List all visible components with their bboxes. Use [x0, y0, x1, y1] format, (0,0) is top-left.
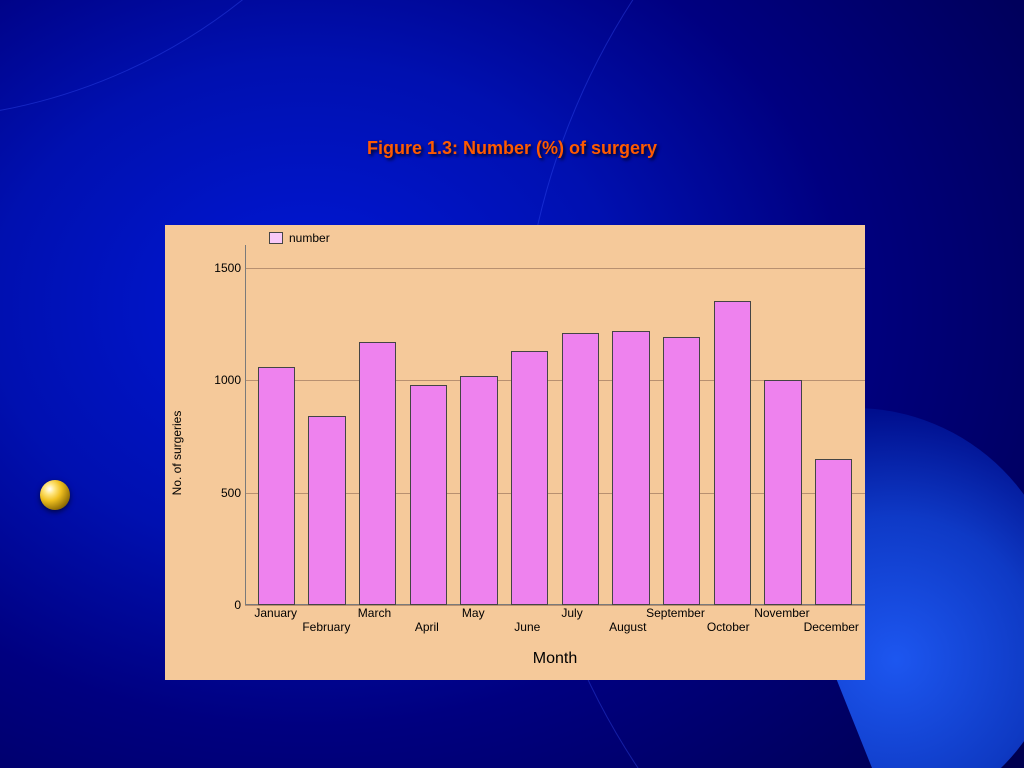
bar-slot — [758, 245, 809, 605]
y-tick: 1000 — [205, 373, 241, 387]
x-category-label — [810, 606, 859, 620]
bar-slot — [251, 245, 302, 605]
chart-legend: number — [269, 231, 330, 245]
decorative-arc — [0, 0, 450, 120]
x-category-label — [597, 606, 646, 620]
x-category-label — [399, 606, 448, 620]
plot-area — [245, 245, 865, 605]
bar — [460, 376, 497, 606]
legend-label: number — [289, 231, 330, 245]
bar — [764, 380, 801, 605]
y-tick: 500 — [205, 486, 241, 500]
x-category-label: November — [754, 606, 809, 620]
x-category-label: March — [350, 606, 399, 620]
slide-title: Figure 1.3: Number (%) of surgery — [0, 138, 1024, 159]
bar — [612, 331, 649, 606]
x-category-label — [498, 606, 547, 620]
bar-group — [245, 245, 865, 605]
bar — [511, 351, 548, 605]
bar-slot — [352, 245, 403, 605]
bar — [410, 385, 447, 606]
bar — [562, 333, 599, 605]
bar-slot — [302, 245, 353, 605]
y-tick: 0 — [205, 598, 241, 612]
bar — [258, 367, 295, 606]
chart-panel: number No. of surgeries 0 500 1000 1500 Jan… — [165, 225, 865, 680]
x-labels: January March May July September November Febr… — [245, 606, 865, 638]
x-category-label: July — [547, 606, 596, 620]
x-category-label — [552, 620, 602, 634]
bar-slot — [606, 245, 657, 605]
x-category-label — [452, 620, 502, 634]
x-category-label — [300, 606, 349, 620]
bullet-icon — [40, 480, 70, 510]
x-category-label: June — [502, 620, 552, 634]
legend-swatch — [269, 232, 283, 244]
x-category-label: December — [804, 620, 859, 634]
x-axis-label: Month — [245, 650, 865, 668]
bar — [663, 337, 700, 605]
bar — [359, 342, 396, 605]
bar-slot — [808, 245, 859, 605]
x-category-label: October — [703, 620, 753, 634]
bar — [308, 416, 345, 605]
x-category-label: May — [449, 606, 498, 620]
x-category-label: September — [646, 606, 705, 620]
x-category-label — [351, 620, 401, 634]
x-category-label — [705, 606, 754, 620]
bar-slot — [656, 245, 707, 605]
x-category-label — [251, 620, 301, 634]
bar-slot — [504, 245, 555, 605]
x-category-label: January — [251, 606, 300, 620]
x-category-label: April — [402, 620, 452, 634]
bar — [815, 459, 852, 605]
y-axis-label: No. of surgeries — [170, 410, 184, 495]
x-category-label — [653, 620, 703, 634]
x-category-label — [753, 620, 803, 634]
bar-slot — [454, 245, 505, 605]
y-tick: 1500 — [205, 261, 241, 275]
bar — [714, 301, 751, 605]
x-category-label: February — [301, 620, 351, 634]
bar-slot — [403, 245, 454, 605]
x-category-label: August — [603, 620, 653, 634]
bar-slot — [707, 245, 758, 605]
bar-slot — [555, 245, 606, 605]
